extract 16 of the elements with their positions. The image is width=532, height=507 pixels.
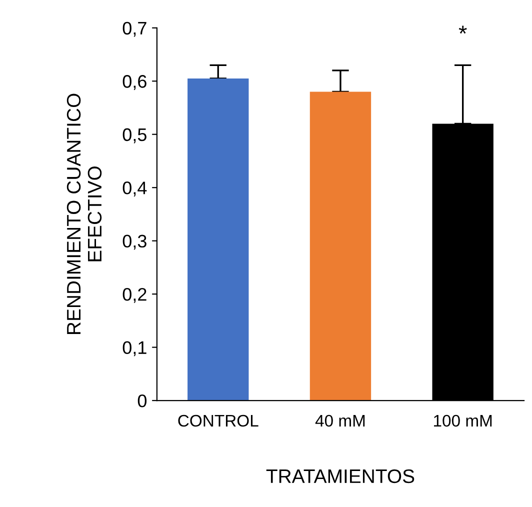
y-axis-title: RENDIMIENTO CUANTICO EFECTIVO — [66, 94, 102, 334]
bar — [188, 78, 249, 401]
x-tick-label: CONTROL — [178, 414, 258, 427]
y-tick-label: 0 — [138, 394, 147, 408]
annotation: * — [458, 26, 467, 34]
y-tick-label: 0,1 — [122, 341, 146, 356]
y-tick-label: 0,5 — [122, 128, 146, 144]
x-axis-title: TRATAMIENTOS — [266, 469, 414, 484]
y-tick-label: 0,7 — [122, 22, 146, 37]
y-tick-label: 0,4 — [122, 182, 147, 196]
x-tick-label: 100 mM — [434, 414, 492, 427]
y-tick-label: 0,2 — [122, 288, 146, 303]
x-tick-label: 40 mM — [315, 414, 365, 427]
y-tick-label: 0,6 — [122, 75, 146, 90]
bar — [310, 92, 372, 401]
y-tick-label: 0,3 — [122, 234, 146, 250]
